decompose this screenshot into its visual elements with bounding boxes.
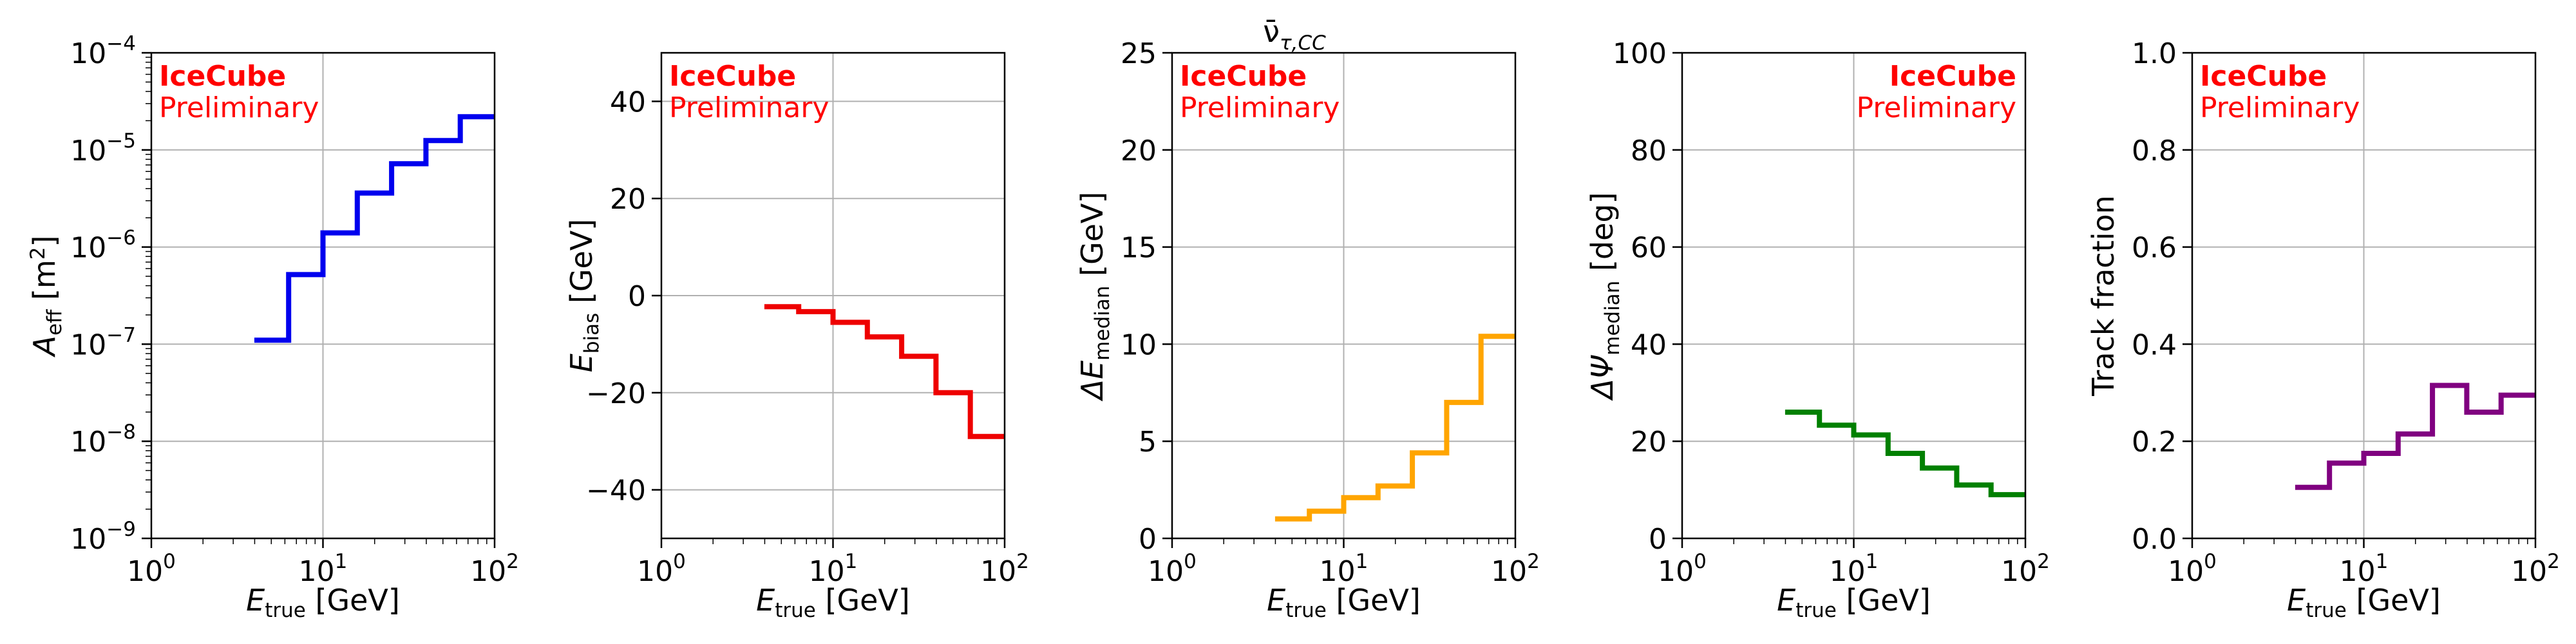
watermark-preliminary: Preliminary (1857, 91, 2016, 124)
y-tick-label: 5 (1139, 426, 1157, 459)
x-tick-label: 102 (2511, 550, 2560, 588)
series-line-track (2295, 383, 2535, 490)
x-tick-label: 101 (1830, 550, 1879, 588)
x-axis-label: Etrue [GeV] (1267, 583, 1421, 622)
y-tick-label: 0 (1139, 523, 1157, 556)
x-axis-label: Etrue [GeV] (2287, 583, 2441, 622)
x-tick-label: 102 (980, 550, 1029, 588)
x-tick-label: 101 (299, 550, 348, 588)
watermark-preliminary: Preliminary (159, 91, 319, 124)
plot-frame (1171, 52, 1517, 540)
suptitle-main: ν̄ (1263, 14, 1280, 49)
y-tick-label: 0.4 (2132, 328, 2177, 361)
watermark-icecube: IceCube (1180, 60, 1307, 93)
y-tick-label: 0.8 (2132, 135, 2177, 167)
y-tick-label: −20 (586, 377, 646, 410)
y-tick-label: 15 (1121, 232, 1157, 265)
y-axis-label: Aeff [m2] (26, 236, 66, 358)
y-tick-label: 10−9 (70, 518, 136, 556)
y-tick-label: 10−8 (70, 421, 136, 459)
watermark-preliminary: Preliminary (1180, 91, 1340, 124)
y-tick-label: 10−6 (70, 227, 136, 265)
watermark-preliminary: Preliminary (669, 91, 829, 124)
chart-panel-aeff: 100 101 102 10−9 10−8 10−7 10−6 10−5 10−4 IceCube… (26, 32, 519, 622)
y-axis-label: Track fraction (2086, 195, 2121, 397)
y-axis-label: ΔEmedian [GeV] (1075, 192, 1114, 402)
y-tick-label: 100 (1613, 37, 1667, 70)
y-tick-label: 60 (1631, 232, 1667, 265)
y-tick-label: 25 (1121, 37, 1157, 70)
y-tick-label: −40 (586, 475, 646, 507)
x-tick-label: 101 (1320, 550, 1368, 588)
watermark-icecube: IceCube (1889, 60, 2016, 93)
x-tick-label: 100 (637, 550, 686, 588)
plot-frame (660, 52, 1006, 540)
watermark-preliminary: Preliminary (2200, 91, 2360, 124)
x-tick-label: 102 (470, 550, 519, 588)
grid-lines (1171, 52, 1516, 539)
series-line-dPsi (1785, 410, 2025, 498)
y-tick-label: 10−4 (70, 32, 136, 70)
series-line-aeff (254, 114, 495, 343)
grid-lines (661, 53, 1005, 538)
y-tick-label: 10−5 (70, 129, 136, 167)
chart-panel-track: 100 101 102 0.0 0.2 0.4 0.6 0.8 1.0 IceCubePrelim… (2086, 37, 2560, 622)
x-tick-label: 102 (2001, 550, 2050, 588)
x-tick-label: 100 (2168, 550, 2217, 588)
y-tick-label: 20 (1631, 426, 1667, 459)
x-tick-label: 100 (127, 550, 176, 588)
x-axis-label: Etrue [GeV] (756, 583, 910, 622)
y-tick-label: 80 (1631, 135, 1667, 167)
figure-suptitle: ν̄τ,CC (1263, 14, 1326, 55)
plot-frame (1681, 52, 2027, 540)
y-tick-label: 0.6 (2132, 232, 2177, 265)
y-tick-label: 10 (1121, 328, 1157, 361)
y-tick-label: 0.0 (2132, 523, 2177, 556)
grid-lines (1681, 52, 2026, 539)
watermark-icecube: IceCube (2200, 60, 2327, 93)
chart-panels: 100 101 10210−910−810−710−610−510−4IceCube… (26, 32, 2560, 622)
y-tick-label: 0.2 (2132, 426, 2177, 459)
y-tick-label: 0 (1649, 523, 1667, 556)
suptitle-sub: τ,CC (1280, 32, 1326, 55)
x-tick-label: 101 (809, 550, 858, 588)
x-axis-label: Etrue [GeV] (246, 583, 400, 622)
watermark-icecube: IceCube (669, 60, 796, 93)
y-tick-label: 1.0 (2132, 37, 2177, 70)
x-tick-label: 101 (2340, 550, 2389, 588)
y-tick-label: 40 (610, 86, 646, 118)
plot-frame (2191, 52, 2537, 540)
series-line-ebias (764, 304, 1005, 439)
grid-lines (151, 52, 495, 539)
plot-frame (150, 52, 496, 540)
y-tick-label: 40 (1631, 328, 1667, 361)
y-tick-label: 20 (610, 183, 646, 216)
y-tick-label: 10−7 (70, 323, 136, 361)
x-tick-label: 100 (1658, 550, 1707, 588)
x-tick-label: 102 (1491, 550, 1540, 588)
y-tick-label: 0 (628, 280, 646, 313)
series-line-dE (1274, 334, 1515, 522)
watermark-icecube: IceCube (159, 60, 286, 93)
y-tick-label: 20 (1121, 135, 1157, 167)
y-axis-label: ΔΨmedian [deg] (1585, 192, 1624, 401)
x-tick-label: 100 (1148, 550, 1197, 588)
x-axis-label: Etrue [GeV] (1777, 583, 1931, 622)
y-axis-label: Ebias [GeV] (564, 219, 603, 372)
